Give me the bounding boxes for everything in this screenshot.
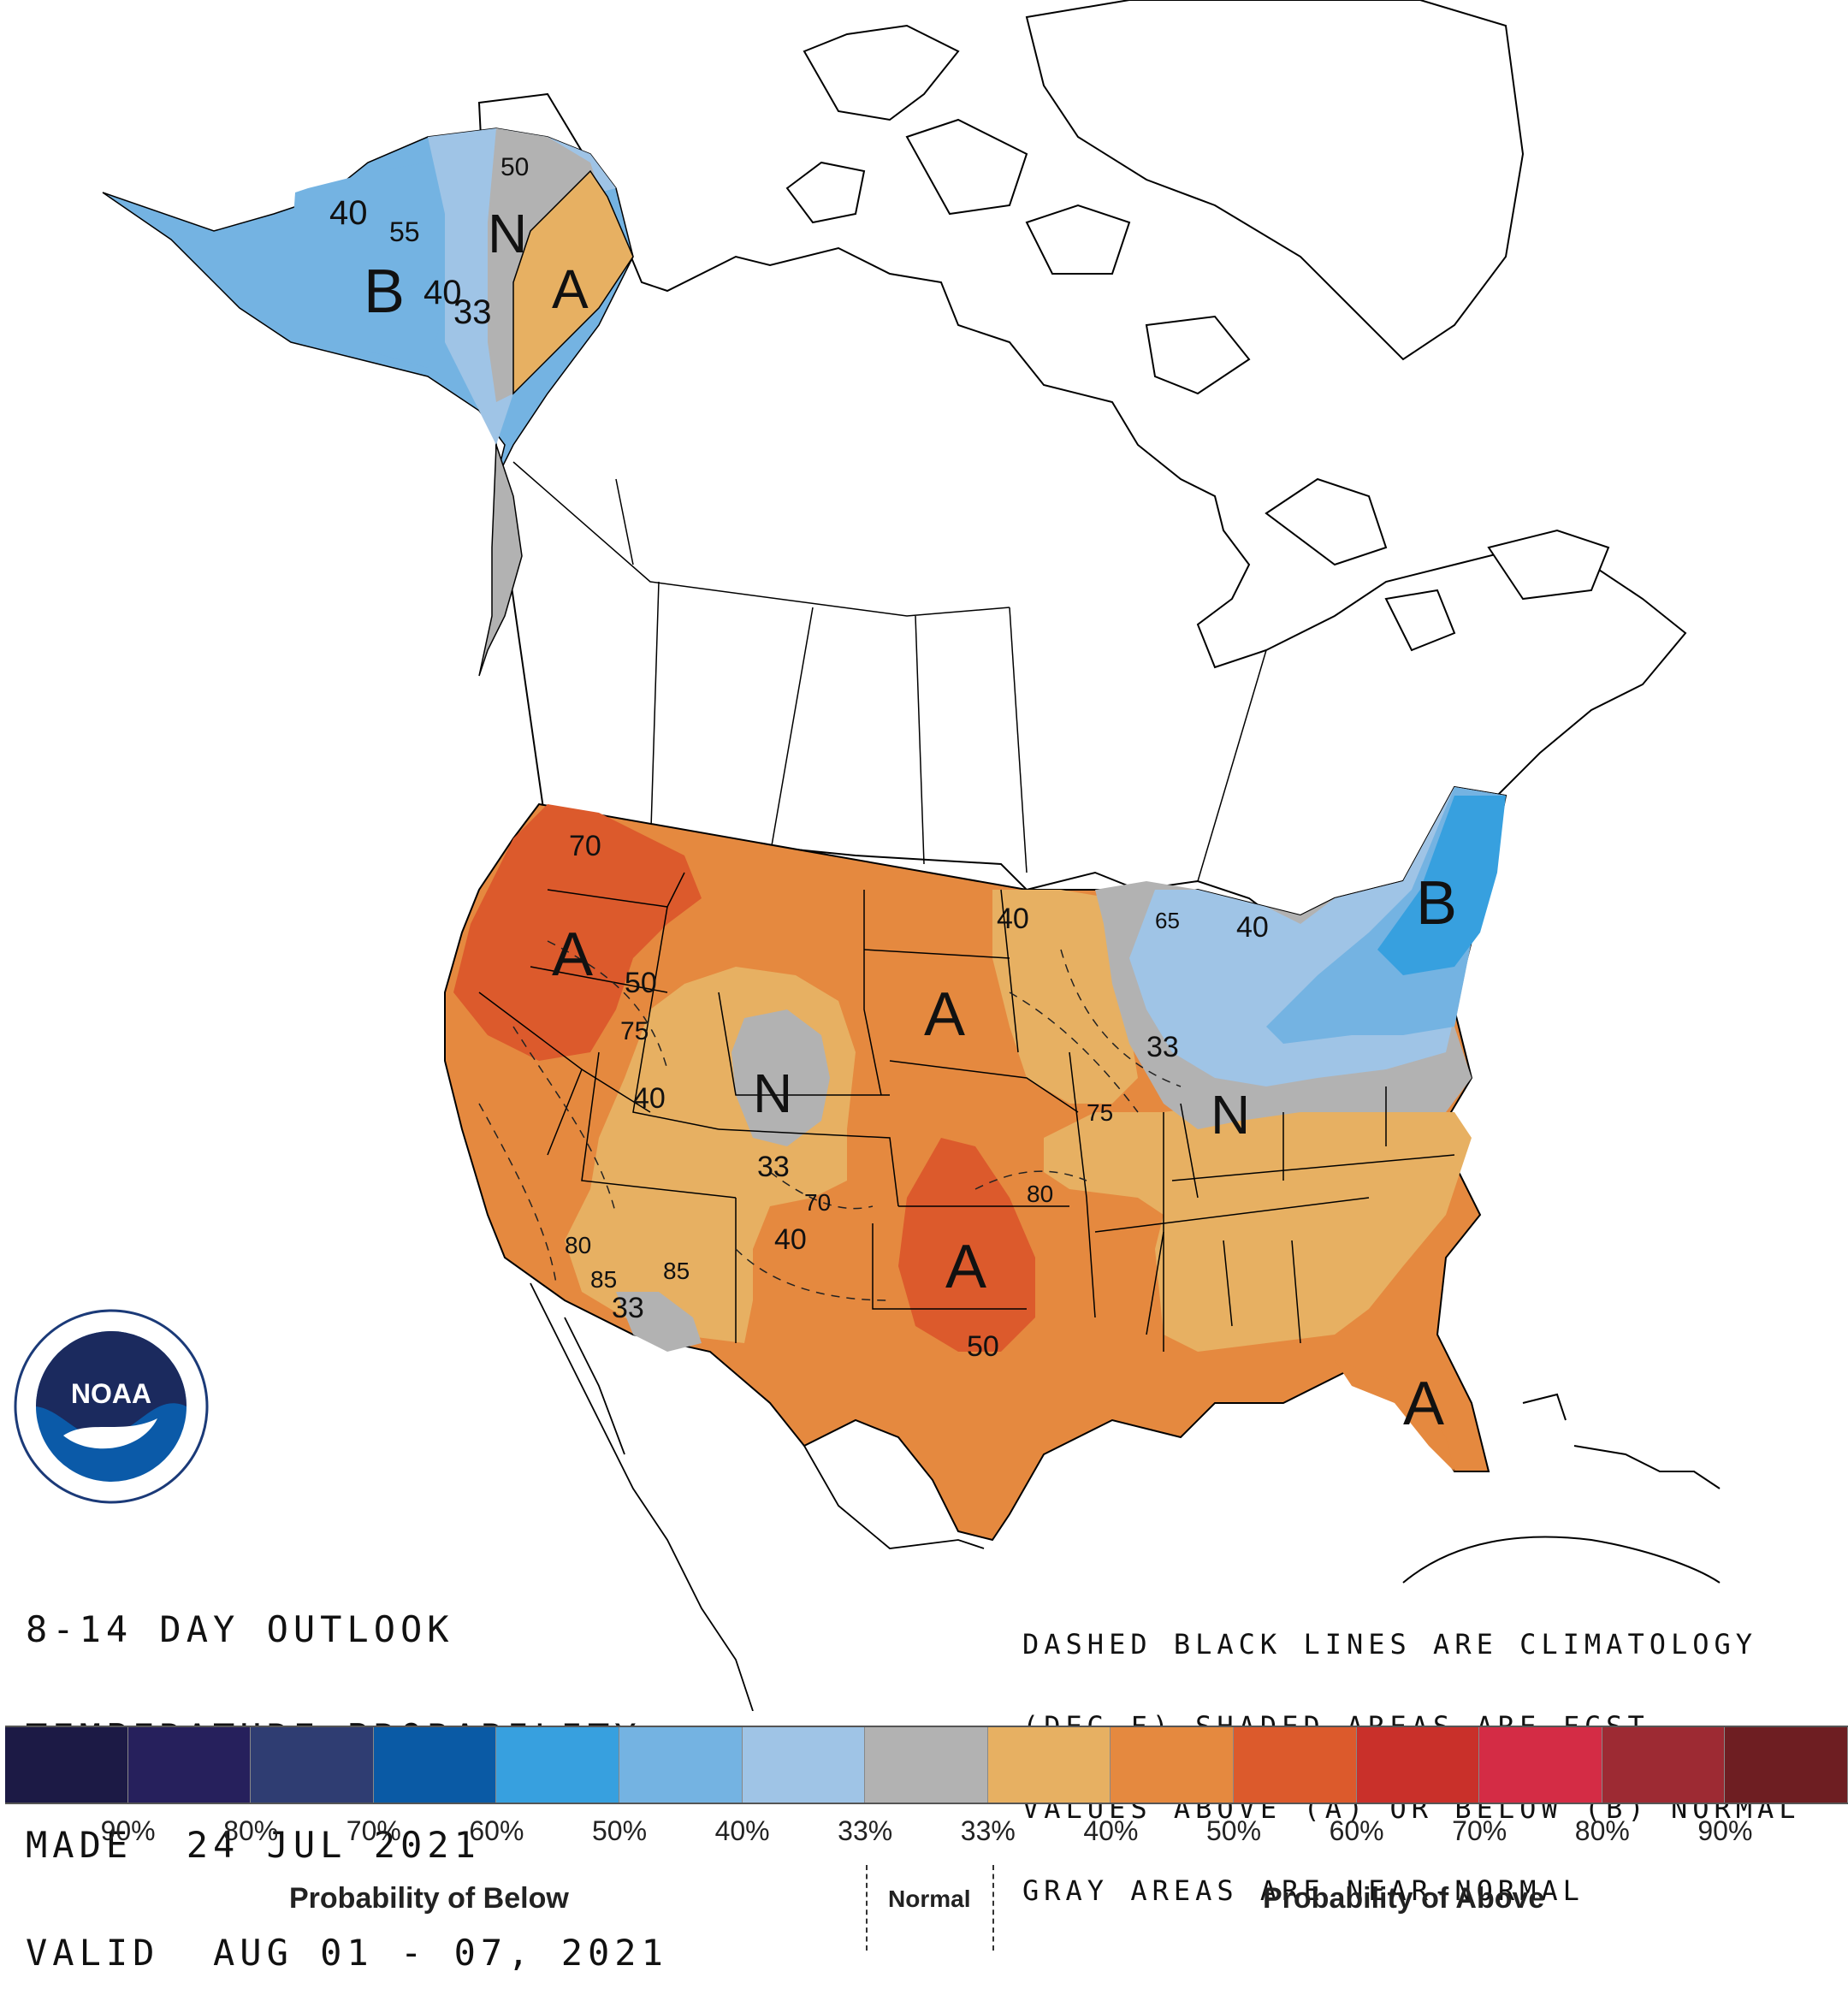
legend-swatch-5 <box>619 1727 743 1803</box>
contour-az-85b: 85 <box>663 1258 690 1284</box>
legend-normal-label: Normal <box>888 1886 971 1912</box>
contour-tx-50: 50 <box>967 1330 999 1363</box>
contour-wy-33: 33 <box>757 1151 790 1183</box>
map-labels: B N A A N A A A N B 40 55 40 33 50 70 50… <box>329 153 1457 1438</box>
greenland-outline <box>1025 0 1525 361</box>
legend-above-label: Probability of Above <box>1263 1882 1545 1915</box>
legend-swatch-11 <box>1356 1727 1480 1803</box>
title-line-1: 8-14 DAY OUTLOOK <box>26 1608 454 1650</box>
contour-ak-55: 55 <box>389 216 420 247</box>
probability-legend <box>5 1726 1848 1804</box>
legend-swatch-6 <box>742 1727 866 1803</box>
legend-percent-label: 90% <box>1697 1815 1753 1846</box>
mexico-outline <box>530 1282 985 1711</box>
legend-swatch-8 <box>987 1727 1111 1803</box>
contour-ak-33: 33 <box>453 293 492 331</box>
alaska <box>102 127 634 677</box>
legend-percent-label: 60% <box>469 1815 524 1846</box>
legend-percent-label: 60% <box>1329 1815 1384 1846</box>
label-fl-a: A <box>1403 1370 1444 1438</box>
note-line-4: GRAY AREAS ARE NEAR-NORMAL <box>1022 1874 1584 1907</box>
legend-percent-label: 40% <box>1083 1815 1139 1846</box>
legend-percent-label: 70% <box>346 1815 401 1846</box>
legend-swatch-1 <box>127 1727 252 1803</box>
legend-percent-label: 33% <box>838 1815 893 1846</box>
contour-ak-40b: 40 <box>424 274 462 311</box>
title-line-3: MADE 24 JUL 2021 <box>26 1824 481 1866</box>
legend-swatch-14 <box>1725 1727 1848 1803</box>
cuba-outline <box>1402 1393 1721 1584</box>
contour-ak-50: 50 <box>500 153 529 181</box>
legend-divider-left <box>866 1865 868 1951</box>
label-ok-a: A <box>945 1233 986 1301</box>
outlook-map: B N A A N A A A N B 40 55 40 33 50 70 50… <box>102 0 1721 1711</box>
legend-percent-label: 40% <box>714 1815 770 1846</box>
label-wy-n: N <box>753 1063 792 1124</box>
contour-mi-40: 40 <box>1236 911 1269 944</box>
legend-swatch-12 <box>1479 1727 1602 1803</box>
contour-nv-40: 40 <box>633 1082 666 1115</box>
contour-mo-75: 75 <box>1087 1099 1113 1126</box>
legend-divider-right <box>992 1865 994 1951</box>
legend-swatch-9 <box>1111 1727 1234 1803</box>
canada-outline <box>477 24 1687 926</box>
label-pnw-a: A <box>552 921 593 989</box>
state-lines <box>478 872 1455 1352</box>
legend-below-label: Probability of Below <box>289 1882 569 1915</box>
noaa-logo: NOAA <box>14 1309 209 1504</box>
contour-az-80: 80 <box>565 1232 591 1258</box>
label-alaska-a: A <box>552 258 589 320</box>
legend-swatch-2 <box>251 1727 374 1803</box>
legend-percent-label: 33% <box>960 1815 1016 1846</box>
legend-swatch-13 <box>1602 1727 1726 1803</box>
contour-nm-40: 40 <box>774 1223 807 1256</box>
contour-il-33: 33 <box>1146 1031 1179 1063</box>
contour-or-50: 50 <box>625 967 657 999</box>
legend-percent-label: 50% <box>591 1815 648 1846</box>
contour-id-75: 75 <box>620 1017 649 1045</box>
legend-swatch-4 <box>496 1727 619 1803</box>
contour-mi-65: 65 <box>1155 908 1180 933</box>
legend-percent-label: 50% <box>1205 1815 1262 1846</box>
climatology-lines <box>478 940 1182 1301</box>
contour-wa-70: 70 <box>569 830 601 862</box>
contour-ok-80: 80 <box>1027 1181 1053 1207</box>
contour-ak-40a: 40 <box>329 194 368 232</box>
province-boundaries <box>512 461 1267 882</box>
contour-nd-40: 40 <box>997 903 1029 935</box>
contour-co-70: 70 <box>804 1189 831 1216</box>
label-ohio-n: N <box>1211 1084 1250 1146</box>
legend-swatch-3 <box>373 1727 497 1803</box>
legend-swatch-0 <box>5 1727 128 1803</box>
legend-swatch-7 <box>865 1727 988 1803</box>
legend-swatch-10 <box>1233 1727 1357 1803</box>
label-ne-b: B <box>1416 869 1457 938</box>
legend-percent-label: 90% <box>100 1815 156 1846</box>
legend-percent-label: 70% <box>1452 1815 1507 1846</box>
contour-az-33: 33 <box>612 1292 644 1324</box>
label-alaska-n: N <box>488 203 527 264</box>
label-sd-a: A <box>924 980 965 1049</box>
label-alaska-b: B <box>364 258 405 326</box>
legend-percent-label: 80% <box>223 1815 279 1846</box>
noaa-logo-text: NOAA <box>71 1378 151 1409</box>
title-line-4: VALID AUG 01 - 07, 2021 <box>26 1932 668 1974</box>
contour-az-85a: 85 <box>590 1266 617 1293</box>
conus <box>444 785 1507 1542</box>
note-line-1: DASHED BLACK LINES ARE CLIMATOLOGY <box>1022 1628 1758 1661</box>
legend-percent-label: 80% <box>1574 1815 1630 1846</box>
